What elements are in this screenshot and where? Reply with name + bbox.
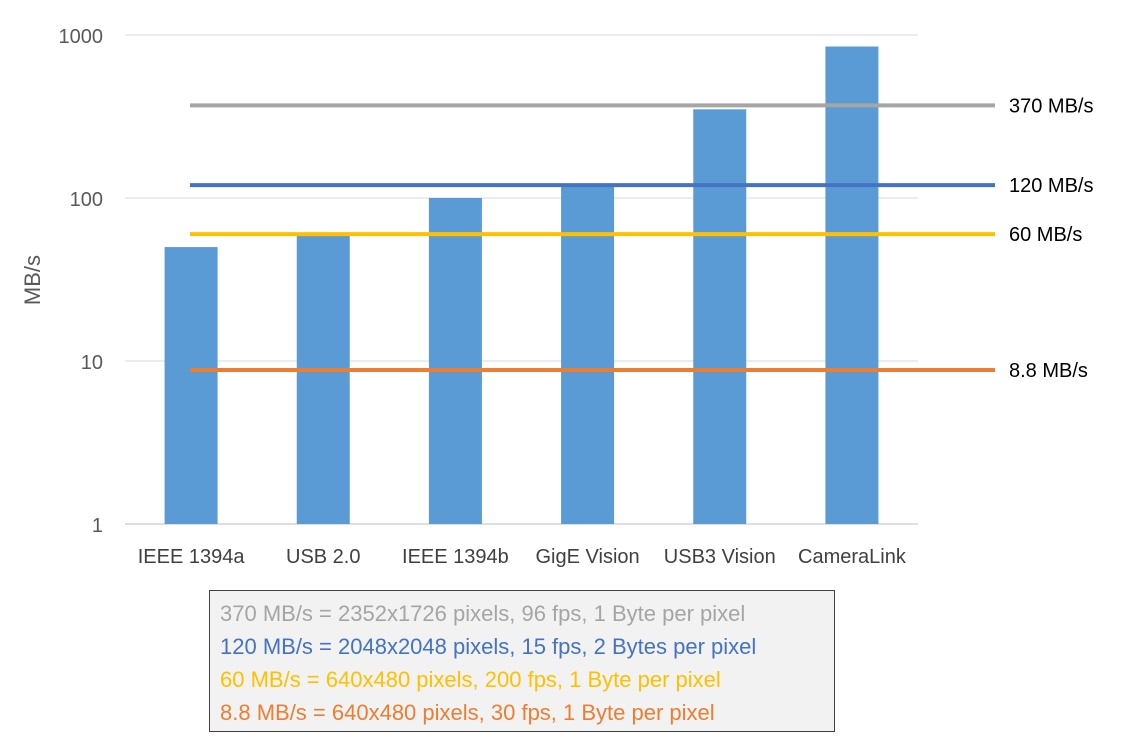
bar [296,234,350,524]
bar-chart: 370 MB/s 120 MB/s 60 MB/s 8.8 MB/s 1 10 100 10… [20,26,1093,568]
legend-line-8-8: 8.8 MB/s = 640x480 pixels, 30 fps, 1 Byt… [220,700,715,725]
bar [164,247,218,525]
reference-line-label: 8.8 MB/s [1009,360,1088,382]
reference-line-label: 370 MB/s [1009,95,1093,117]
y-tick-label: 10 [81,352,103,374]
y-axis-label: MB/s [20,255,45,305]
x-tick-label: USB3 Vision [664,546,776,568]
x-tick-labels: IEEE 1394a USB 2.0 IEEE 1394b GigE Vision US… [138,546,907,568]
bar [428,198,482,524]
legend-line-370: 370 MB/s = 2352x1726 pixels, 96 fps, 1 B… [220,601,746,626]
x-tick-label: IEEE 1394b [402,546,509,568]
bars [164,46,879,525]
legend-line-60: 60 MB/s = 640x480 pixels, 200 fps, 1 Byt… [220,667,721,692]
bar [693,109,747,525]
x-tick-label: CameraLink [798,546,907,568]
legend-box: 370 MB/s = 2352x1726 pixels, 96 fps, 1 B… [209,590,835,732]
x-tick-label: USB 2.0 [286,546,360,568]
bar [561,185,615,525]
grid-lines [125,34,918,525]
x-tick-label: GigE Vision [536,546,640,568]
reference-line-label: 120 MB/s [1009,175,1093,197]
bar [825,46,879,525]
y-tick-label: 100 [70,189,103,211]
y-tick-label: 1 [92,515,103,537]
reference-line-label: 60 MB/s [1009,224,1082,246]
y-tick-label: 1000 [59,26,104,48]
x-tick-label: IEEE 1394a [138,546,246,568]
reference-lines: 370 MB/s 120 MB/s 60 MB/s 8.8 MB/s [190,95,1093,382]
legend-line-120: 120 MB/s = 2048x2048 pixels, 15 fps, 2 B… [220,634,757,659]
y-tick-labels: 1 10 100 1000 [59,26,104,537]
